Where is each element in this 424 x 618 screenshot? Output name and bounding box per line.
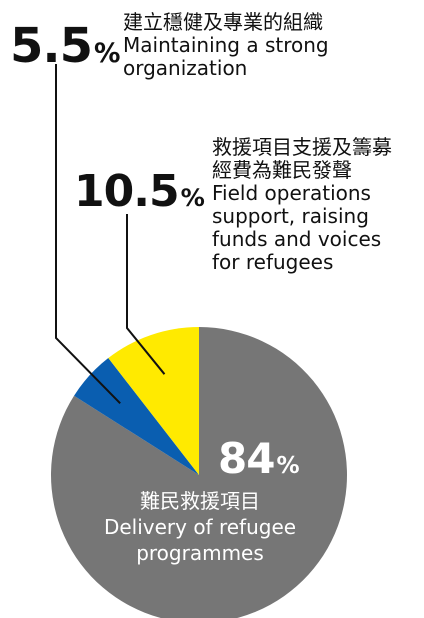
grey-slice-label-en-2: programmes [136,541,264,565]
yellow-slice [108,327,199,475]
yellow-slice-caption: 救援項目支援及籌募 經費為難民發聲 Field operations suppo… [212,136,392,274]
yellow-slice-leader-line [126,214,166,375]
blue-slice-leader-line [55,64,121,404]
blue-slice-value-label: 5.5% [10,22,120,70]
grey-slice-percent-sign: % [276,453,300,479]
grey-slice-caption: 難民救援項目 Delivery of refugee programmes [76,488,324,566]
yellow-slice-label-zh-2: 經費為難民發聲 [212,158,352,182]
grey-slice-value: 84 [218,434,275,483]
yellow-slice-label-en-1: Field operations [212,181,371,205]
yellow-slice-value-label: 10.5% [74,170,205,214]
grey-slice-label-en-1: Delivery of refugee [103,515,297,539]
blue-slice-value: 5.5 [10,18,93,74]
grey-slice [51,327,347,618]
grey-slice-label-zh: 難民救援項目 [140,489,260,513]
blue-slice-label-zh: 建立穩健及專業的組織 [123,10,323,34]
blue-slice-label-en-1: Maintaining a strong [123,33,329,57]
yellow-slice-label-zh-1: 救援項目支援及籌募 [212,135,392,159]
blue-slice-percent-sign: % [94,38,121,69]
yellow-slice-label-en-2: support, raising [212,204,369,228]
blue-slice-label-en-2: organization [123,56,248,80]
yellow-slice-label-en-4: for refugees [212,250,334,274]
blue-slice-caption: 建立穩健及專業的組織 Maintaining a strong organiza… [123,11,329,80]
yellow-slice-value: 10.5 [74,166,180,217]
yellow-slice-percent-sign: % [180,184,205,212]
yellow-slice-label-en-3: funds and voices [212,227,382,251]
grey-slice-value-label: 84% [218,438,300,480]
